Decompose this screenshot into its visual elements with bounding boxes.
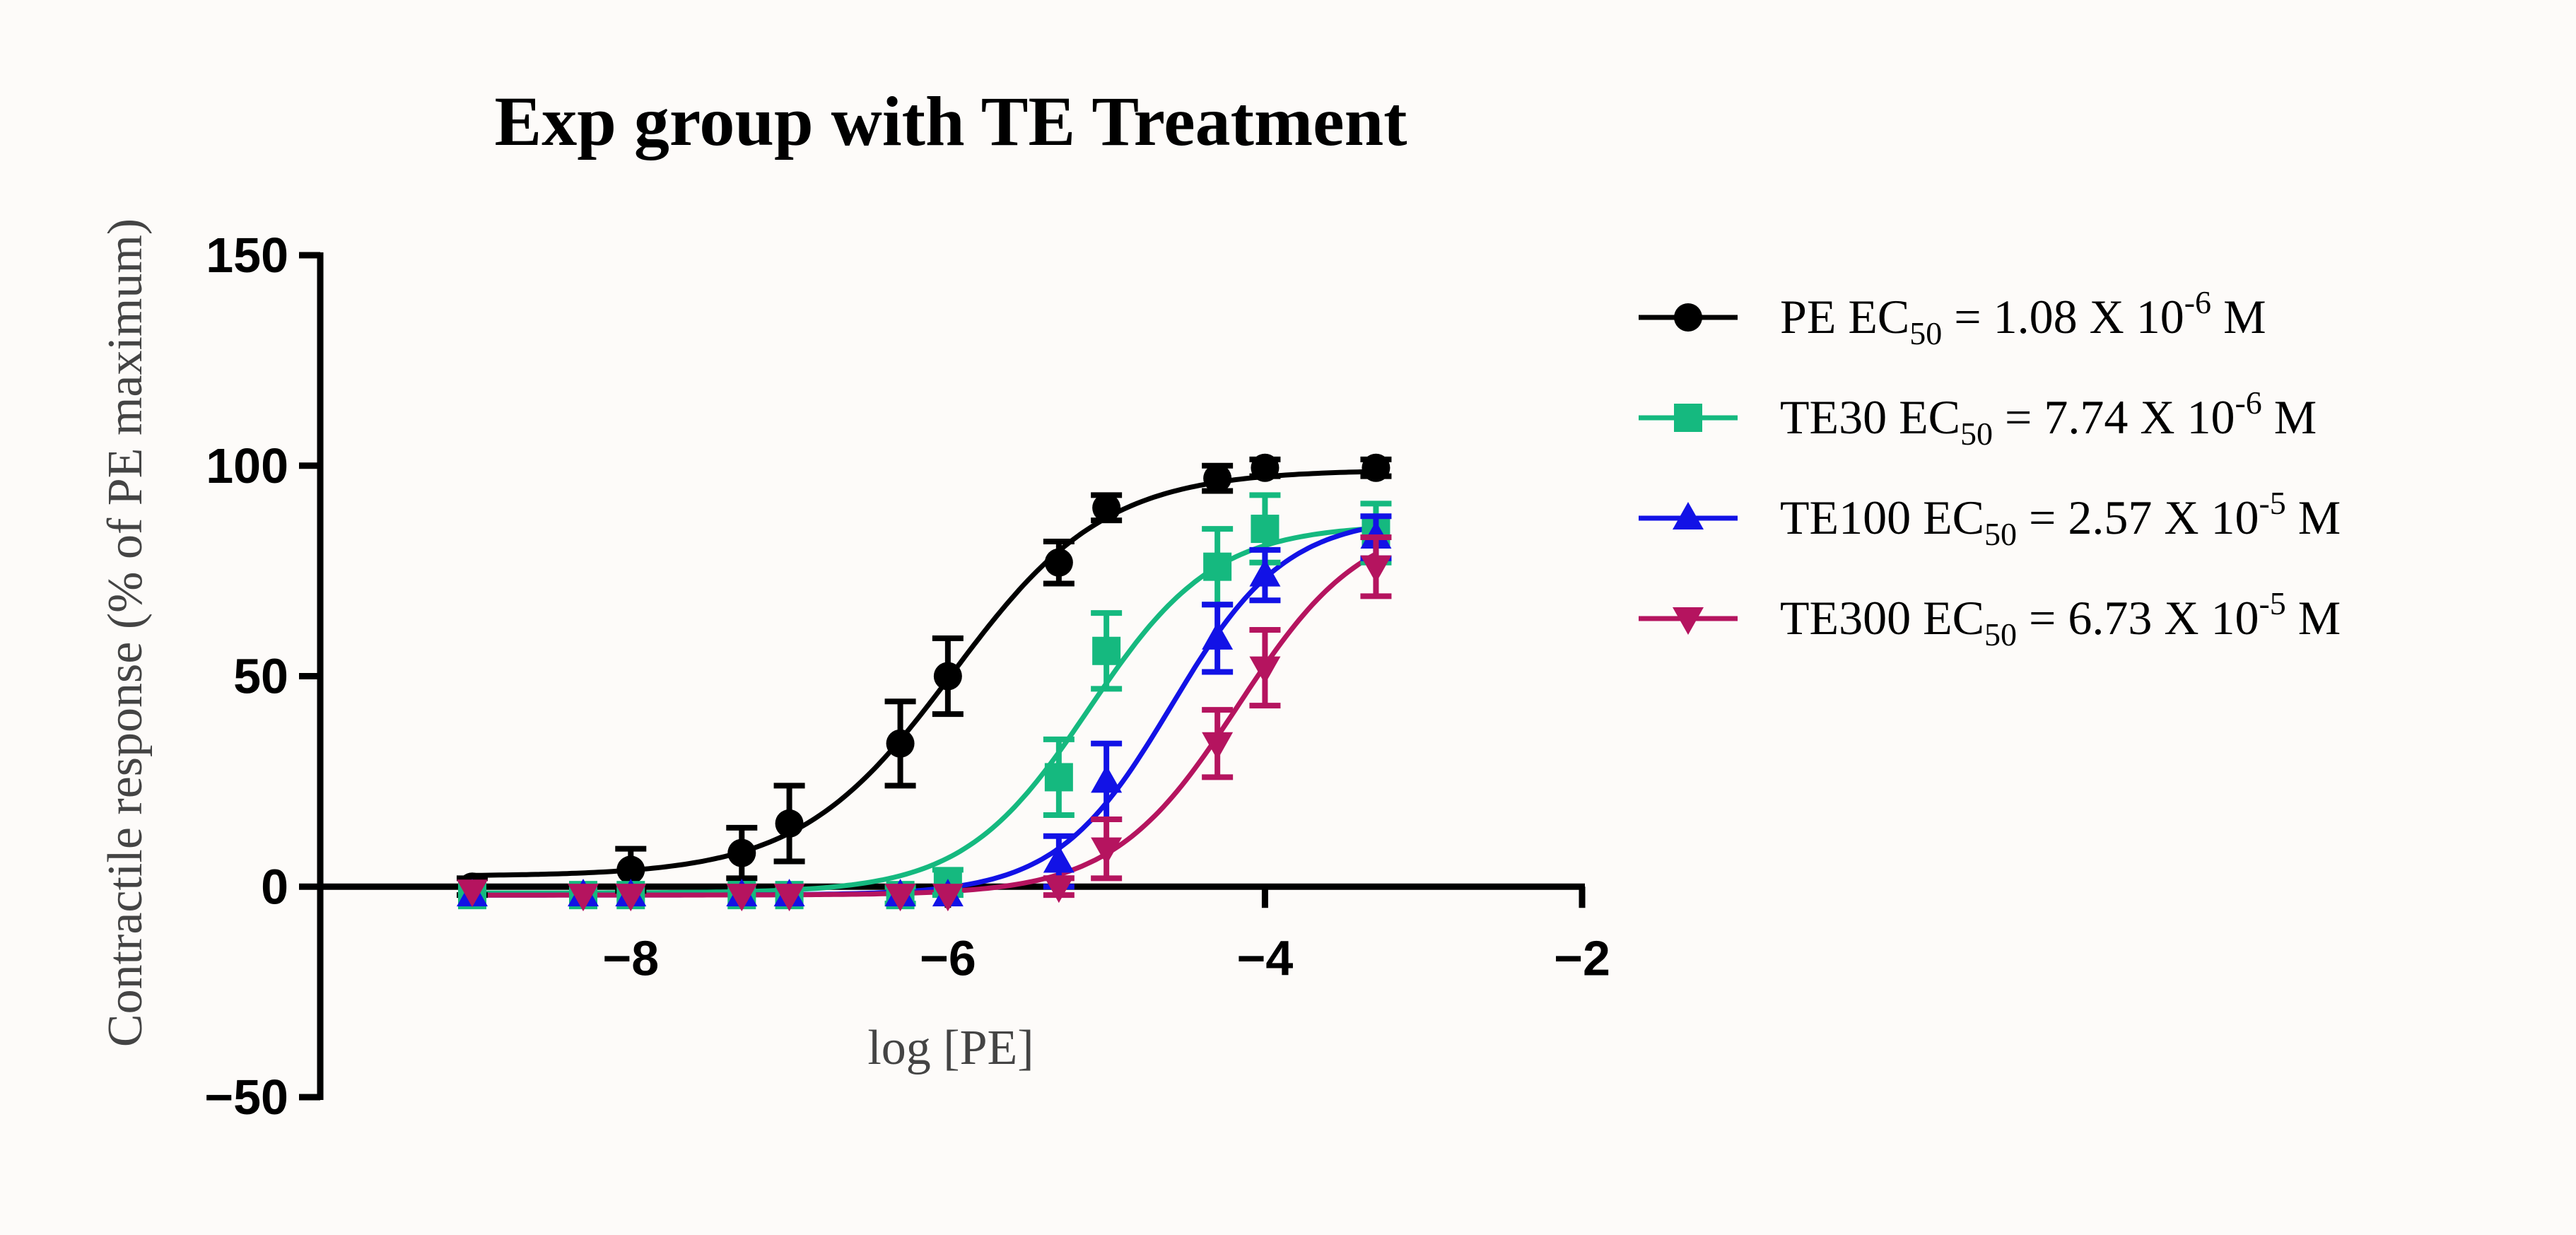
legend-series-name: TE300 xyxy=(1780,591,1923,645)
y-tick-label: 50 xyxy=(233,649,288,704)
legend-ec50-part: -6 xyxy=(2184,284,2211,320)
legend-label-pe: PE EC50 = 1.08 X 10-6 M xyxy=(1780,284,2266,351)
legend-marker-te30 xyxy=(1674,404,1702,432)
data-point-te300 xyxy=(1043,875,1075,903)
data-point-pe xyxy=(1203,464,1232,493)
legend-ec50-part: -5 xyxy=(2259,485,2285,521)
legend-ec50-part: M xyxy=(2286,591,2341,645)
legend-marker-pe xyxy=(1674,303,1702,332)
data-point-te300 xyxy=(773,884,805,912)
legend-series-name: TE30 xyxy=(1780,390,1899,444)
legend-ec50-part: EC xyxy=(1848,290,1909,344)
data-point-te100 xyxy=(1043,845,1075,873)
legend-ec50-part: M xyxy=(2286,491,2341,544)
legend-ec50-part: -5 xyxy=(2259,585,2285,621)
legend-ec50-part: 50 xyxy=(1984,516,2017,552)
data-point-pe xyxy=(933,662,962,691)
x-tick-label: −6 xyxy=(920,930,976,985)
data-point-pe xyxy=(1092,493,1121,522)
legend-label-te30: TE30 EC50 = 7.74 X 10-6 M xyxy=(1780,385,2317,452)
legend-ec50-part: = 2.57 X 10 xyxy=(2017,491,2259,544)
legend-series-name: PE xyxy=(1780,290,1848,344)
y-axis-label: Contractile response (% of PE maximum) xyxy=(98,218,153,1047)
legend-ec50-part: 50 xyxy=(1960,416,1993,452)
legend-ec50-part: -6 xyxy=(2235,385,2261,421)
data-point-te300 xyxy=(615,884,647,912)
legend-item-te30: TE30 EC50 = 7.74 X 10-6 M xyxy=(1639,385,2317,452)
legend-ec50-part: EC xyxy=(1923,591,1984,645)
data-point-te100 xyxy=(1249,558,1281,587)
legend-ec50-part: M xyxy=(2262,390,2317,444)
data-point-te300 xyxy=(568,884,599,912)
data-point-pe xyxy=(1362,453,1391,482)
data-point-te30 xyxy=(1044,763,1073,792)
legend-item-te300: TE300 EC50 = 6.73 X 10-5 M xyxy=(1639,585,2341,652)
data-point-pe xyxy=(775,809,804,838)
legend-ec50-part: EC xyxy=(1899,390,1960,444)
x-axis-label: log [PE] xyxy=(867,1021,1034,1075)
data-point-pe xyxy=(616,855,645,884)
x-tick-label: −4 xyxy=(1237,930,1294,985)
legend-label-te300: TE300 EC50 = 6.73 X 10-5 M xyxy=(1780,585,2341,652)
legend-item-pe: PE EC50 = 1.08 X 10-6 M xyxy=(1639,284,2266,351)
x-tick-label: −2 xyxy=(1554,930,1610,985)
data-points-group xyxy=(457,453,1392,912)
legend-marker-te100 xyxy=(1673,502,1704,529)
legend-ec50-part: 50 xyxy=(1909,315,1942,351)
legend-marker-te300 xyxy=(1673,607,1704,635)
data-point-te300 xyxy=(1249,656,1281,684)
y-tick-label: 100 xyxy=(206,438,288,493)
data-point-te300 xyxy=(457,879,488,908)
legend-series-name: TE100 xyxy=(1780,491,1923,544)
data-point-te300 xyxy=(932,884,964,912)
data-point-te300 xyxy=(1360,555,1392,583)
legend-ec50-part: EC xyxy=(1923,491,1984,544)
legend-label-te100: TE100 EC50 = 2.57 X 10-5 M xyxy=(1780,485,2341,552)
data-point-te30 xyxy=(1092,636,1121,665)
data-point-te30 xyxy=(1251,515,1280,544)
legend-item-te100: TE100 EC50 = 2.57 X 10-5 M xyxy=(1639,485,2341,552)
data-point-te300 xyxy=(726,884,758,912)
chart-title: Exp group with TE Treatment xyxy=(495,82,1407,160)
data-point-te300 xyxy=(1091,837,1123,865)
data-point-pe xyxy=(886,729,915,758)
data-point-te30 xyxy=(1203,552,1232,581)
data-point-pe xyxy=(1251,453,1280,482)
legend-ec50-part: = 7.74 X 10 xyxy=(1993,390,2235,444)
y-tick-label: 0 xyxy=(261,859,288,914)
legend-ec50-part: 50 xyxy=(1984,616,2017,652)
data-point-te300 xyxy=(884,884,916,912)
legend-ec50-part: = 6.73 X 10 xyxy=(2017,591,2259,645)
data-point-pe xyxy=(727,838,756,867)
data-point-te100 xyxy=(1091,765,1123,793)
data-point-te300 xyxy=(1202,732,1234,760)
y-tick-label: 150 xyxy=(206,228,288,283)
y-tick-label: −50 xyxy=(204,1070,288,1125)
axes-group: −50 0 50 100 150 −8 −6 −4 −2 xyxy=(204,228,1610,1125)
data-point-pe xyxy=(1044,548,1073,577)
fit-curves-group xyxy=(472,469,1378,898)
data-point-te100 xyxy=(1202,621,1234,650)
legend-ec50-part: = 1.08 X 10 xyxy=(1942,290,2184,344)
x-tick-label: −8 xyxy=(602,930,659,985)
legend-ec50-part: M xyxy=(2211,290,2266,344)
fit-curve-pe xyxy=(472,469,1376,878)
